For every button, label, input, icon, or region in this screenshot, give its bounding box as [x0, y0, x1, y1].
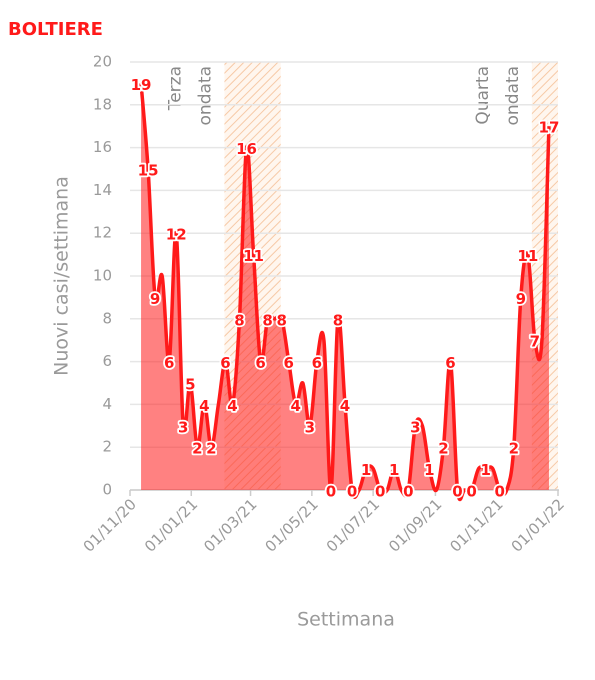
data-label: 3	[410, 418, 420, 436]
y-tick-label: 6	[102, 352, 112, 370]
x-tick-label: 01/11/20	[80, 495, 140, 555]
data-label: 4	[291, 397, 301, 415]
data-label: 11	[243, 247, 264, 265]
y-tick-label: 8	[102, 309, 112, 327]
data-label: 8	[276, 311, 286, 329]
data-label: 9	[150, 290, 160, 308]
data-label: 11	[517, 247, 538, 265]
data-label: 1	[389, 461, 399, 479]
data-label: 0	[326, 483, 336, 501]
data-label: 3	[178, 418, 188, 436]
data-label: 0	[466, 483, 476, 501]
data-label: 6	[255, 354, 265, 372]
x-axis-title: Settimana	[297, 609, 395, 631]
data-label: 6	[312, 354, 322, 372]
x-tick-label: 01/05/21	[261, 495, 321, 555]
data-label: 1	[361, 461, 371, 479]
x-tick-label: 01/03/21	[200, 495, 260, 555]
data-label: 8	[262, 311, 272, 329]
x-tick-label: 01/07/21	[323, 495, 383, 555]
y-tick-label: 16	[93, 138, 112, 156]
data-label: 1	[424, 461, 434, 479]
data-label: 0	[375, 483, 385, 501]
x-tick-label: 01/11/21	[446, 495, 506, 555]
data-label: 2	[509, 440, 519, 458]
x-tick-label: 01/09/21	[385, 495, 445, 555]
y-tick-label: 18	[93, 95, 112, 113]
line	[139, 83, 551, 502]
area	[141, 83, 549, 500]
wave-label: ondata	[195, 66, 215, 125]
data-label: 2	[206, 440, 216, 458]
data-label: 6	[220, 354, 230, 372]
data-label: 8	[234, 311, 244, 329]
chart-title: BOLTIERE	[8, 19, 103, 40]
data-label: 1	[480, 461, 490, 479]
x-tick-label: 01/01/21	[141, 495, 201, 555]
data-label: 7	[530, 333, 540, 351]
y-tick-label: 12	[93, 224, 112, 242]
data-label: 0	[452, 483, 462, 501]
y-tick-label: 4	[102, 395, 112, 413]
wave-label: Terza	[165, 66, 185, 111]
data-label: 6	[164, 354, 174, 372]
y-tick-label: 20	[93, 53, 112, 71]
data-label: 3	[305, 418, 315, 436]
data-label: 19	[131, 76, 152, 94]
data-label: 8	[333, 311, 343, 329]
wave-label: Quarta	[473, 66, 493, 125]
data-label: 2	[438, 440, 448, 458]
data-label: 5	[185, 376, 195, 394]
data-label: 16	[236, 140, 257, 158]
data-label: 0	[495, 483, 505, 501]
y-tick-label: 0	[102, 481, 112, 499]
data-label: 0	[403, 483, 413, 501]
data-label: 0	[347, 483, 357, 501]
y-tick-label: 2	[102, 438, 112, 456]
data-label: 9	[516, 290, 526, 308]
y-tick-label: 14	[93, 181, 112, 199]
data-label: 6	[445, 354, 455, 372]
data-label: 2	[192, 440, 202, 458]
data-label: 4	[227, 397, 237, 415]
wave-label: ondata	[503, 66, 523, 125]
data-label: 6	[284, 354, 294, 372]
y-tick-label: 10	[93, 267, 112, 285]
data-label: 4	[340, 397, 350, 415]
data-label: 12	[166, 226, 187, 244]
data-label: 15	[138, 162, 159, 180]
data-label: 4	[199, 397, 209, 415]
x-tick-label: 01/01/22	[508, 495, 568, 555]
y-axis-title: Nuovi casi/settimana	[51, 176, 73, 376]
data-label: 17	[539, 119, 560, 137]
